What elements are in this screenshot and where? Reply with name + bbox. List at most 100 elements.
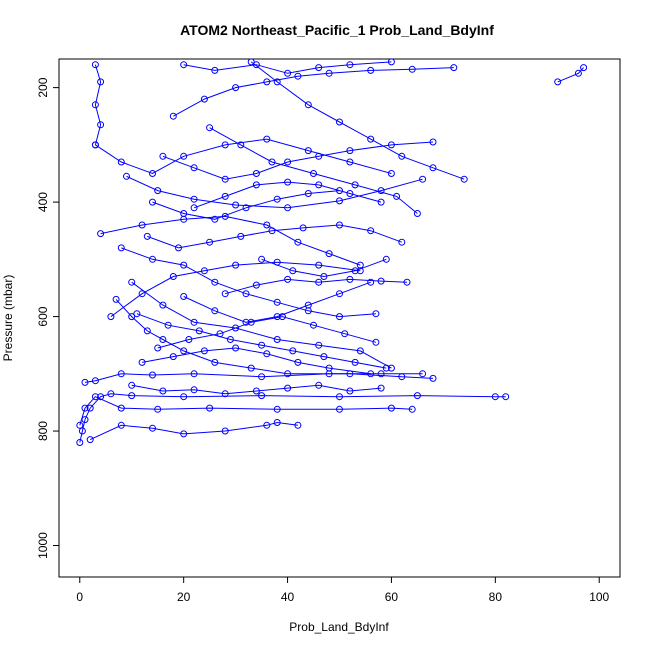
data-point — [315, 341, 323, 349]
data-point — [304, 147, 312, 155]
series-line — [162, 141, 434, 180]
data-point — [180, 261, 188, 269]
data-point — [273, 405, 281, 413]
data-point — [76, 421, 84, 429]
data-point — [149, 170, 156, 177]
data-point — [81, 378, 89, 386]
data-series — [159, 138, 437, 183]
data-point — [367, 370, 375, 378]
data-point — [372, 310, 380, 318]
data-point — [258, 341, 266, 349]
series-line — [193, 181, 382, 209]
data-point — [346, 275, 354, 283]
data-point — [232, 324, 240, 332]
data-point — [284, 69, 292, 77]
data-point — [149, 424, 156, 432]
data-point — [252, 387, 260, 395]
data-point — [180, 210, 188, 217]
y-tick-label: 800 — [36, 421, 50, 441]
series-line — [557, 67, 584, 83]
data-point — [123, 172, 130, 180]
data-series — [76, 390, 510, 446]
data-point — [387, 141, 395, 149]
x-tick-label: 40 — [281, 590, 295, 604]
data-point — [232, 261, 240, 269]
data-point — [387, 58, 395, 66]
data-point — [221, 192, 229, 200]
series-line — [152, 190, 340, 220]
data-point — [273, 419, 281, 426]
data-point — [97, 121, 105, 129]
data-series — [258, 255, 390, 280]
series-line — [95, 138, 392, 175]
data-point — [289, 347, 297, 355]
data-point — [128, 392, 136, 400]
y-axis-label: Pressure (mbar) — [1, 275, 15, 362]
data-point — [325, 69, 333, 77]
data-point — [429, 374, 437, 382]
data-point — [211, 66, 219, 74]
data-series — [180, 278, 375, 326]
data-point — [382, 364, 390, 372]
series-line — [225, 278, 408, 295]
data-point — [450, 64, 458, 72]
series-line — [183, 281, 371, 323]
data-point — [398, 238, 406, 246]
data-point — [221, 427, 229, 435]
data-point — [133, 310, 141, 318]
x-tick-label: 80 — [489, 590, 503, 604]
data-point — [237, 141, 245, 149]
data-point — [78, 427, 86, 435]
data-point — [221, 175, 229, 183]
data-point — [252, 61, 260, 69]
y-tick-label: 1000 — [36, 532, 50, 559]
data-point — [149, 371, 156, 379]
data-point — [175, 244, 182, 252]
data-point — [112, 295, 120, 303]
data-point — [159, 152, 167, 160]
data-series — [133, 310, 390, 372]
data-point — [190, 195, 198, 203]
series-line — [250, 61, 465, 180]
data-point — [237, 232, 245, 240]
data-point — [356, 347, 364, 355]
data-point — [258, 255, 266, 263]
data-point — [97, 230, 105, 238]
data-point — [289, 267, 297, 275]
data-point — [221, 290, 229, 298]
data-point — [304, 101, 312, 109]
data-point — [346, 147, 354, 155]
data-point — [273, 78, 281, 86]
data-point — [320, 273, 328, 280]
data-point — [263, 421, 271, 429]
data-series — [221, 275, 411, 298]
data-point — [180, 152, 188, 160]
data-point — [304, 301, 312, 309]
data-point — [211, 215, 219, 223]
data-series — [169, 64, 458, 120]
data-point — [206, 404, 214, 412]
data-point — [387, 170, 395, 177]
data-point — [252, 170, 260, 177]
series-line — [84, 373, 423, 383]
data-point — [226, 336, 234, 343]
data-point — [268, 158, 276, 166]
data-point — [263, 78, 271, 86]
data-point — [554, 78, 562, 86]
data-point — [190, 386, 198, 394]
data-point — [502, 393, 510, 401]
data-point — [107, 313, 115, 321]
data-point — [190, 318, 198, 326]
x-tick-label: 60 — [385, 590, 399, 604]
data-point — [310, 321, 317, 329]
data-point — [367, 66, 375, 74]
y-tick-label: 600 — [36, 306, 50, 326]
series-line — [209, 127, 418, 214]
data-point — [180, 61, 188, 69]
data-point — [247, 318, 255, 326]
data-point — [315, 261, 323, 269]
data-point — [336, 313, 343, 321]
data-point — [97, 393, 105, 401]
data-point — [491, 393, 499, 401]
data-point — [97, 78, 105, 86]
